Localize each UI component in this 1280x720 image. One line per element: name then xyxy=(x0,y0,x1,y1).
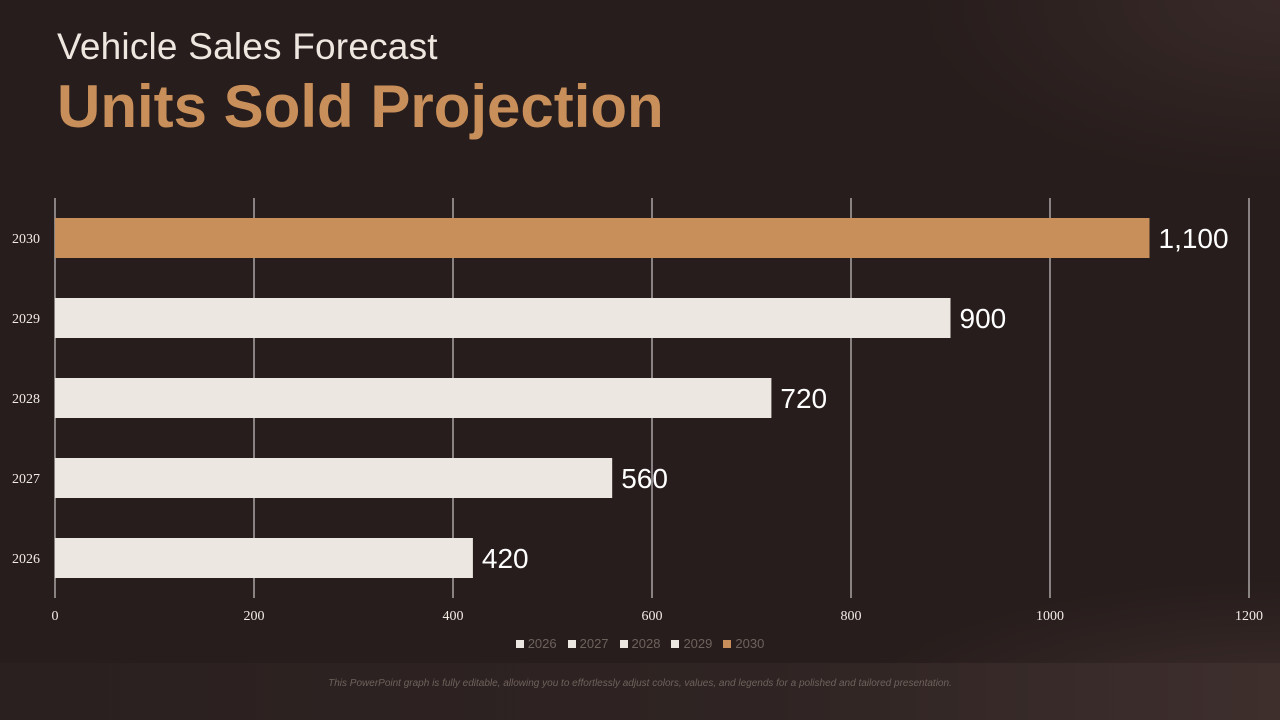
bar-2029 xyxy=(55,298,951,338)
x-tick-label: 1000 xyxy=(1036,609,1064,624)
legend-label: 2028 xyxy=(631,636,661,651)
data-label: 560 xyxy=(621,463,668,494)
y-tick-label: 2028 xyxy=(12,392,40,407)
bar-2030 xyxy=(55,218,1150,258)
data-label: 900 xyxy=(960,303,1007,334)
y-tick-label: 2026 xyxy=(12,552,40,567)
legend-label: 2027 xyxy=(579,636,609,651)
data-label: 720 xyxy=(780,383,827,414)
legend-swatch xyxy=(619,639,628,648)
chart-legend: 2026 2027 2028 2029 2030 xyxy=(0,636,1280,651)
legend-label: 2029 xyxy=(683,636,713,651)
footer-band xyxy=(0,663,1280,720)
slide-title: Units Sold Projection xyxy=(57,73,664,140)
x-tick-label: 800 xyxy=(841,609,862,624)
legend-item: 2029 xyxy=(671,636,712,651)
x-tick-label: 600 xyxy=(642,609,663,624)
legend-item: 2028 xyxy=(619,636,661,651)
legend-item: 2027 xyxy=(567,636,609,651)
footnote: This PowerPoint graph is fully editable,… xyxy=(328,678,952,689)
y-tick-label: 2027 xyxy=(12,472,40,487)
x-tick-label: 200 xyxy=(244,609,265,624)
legend-swatch xyxy=(567,639,576,648)
slide-subtitle: Vehicle Sales Forecast xyxy=(57,26,438,67)
legend-swatch xyxy=(671,639,680,648)
data-label: 420 xyxy=(482,543,529,574)
bar-2026 xyxy=(55,538,473,578)
legend-label: 2026 xyxy=(527,636,557,651)
data-label: 1,100 xyxy=(1159,223,1229,254)
bar-2028 xyxy=(55,378,772,418)
header: Vehicle Sales Forecast Units Sold Projec… xyxy=(57,24,664,142)
y-tick-label: 2030 xyxy=(12,232,40,247)
legend-swatch xyxy=(723,639,732,648)
bar-chart: 0 200 400 600 800 1000 1200 2026 420 2027 560 2028 7… xyxy=(12,198,1263,624)
y-tick-label: 2029 xyxy=(12,312,40,327)
x-tick-label: 400 xyxy=(443,609,464,624)
x-tick-label: 1200 xyxy=(1235,609,1263,624)
bar-2027 xyxy=(55,458,613,498)
legend-item: 2026 xyxy=(515,636,557,651)
x-tick-label: 0 xyxy=(52,609,59,624)
legend-label: 2030 xyxy=(735,636,765,651)
legend-item: 2030 xyxy=(723,636,764,651)
legend-swatch xyxy=(515,639,524,648)
